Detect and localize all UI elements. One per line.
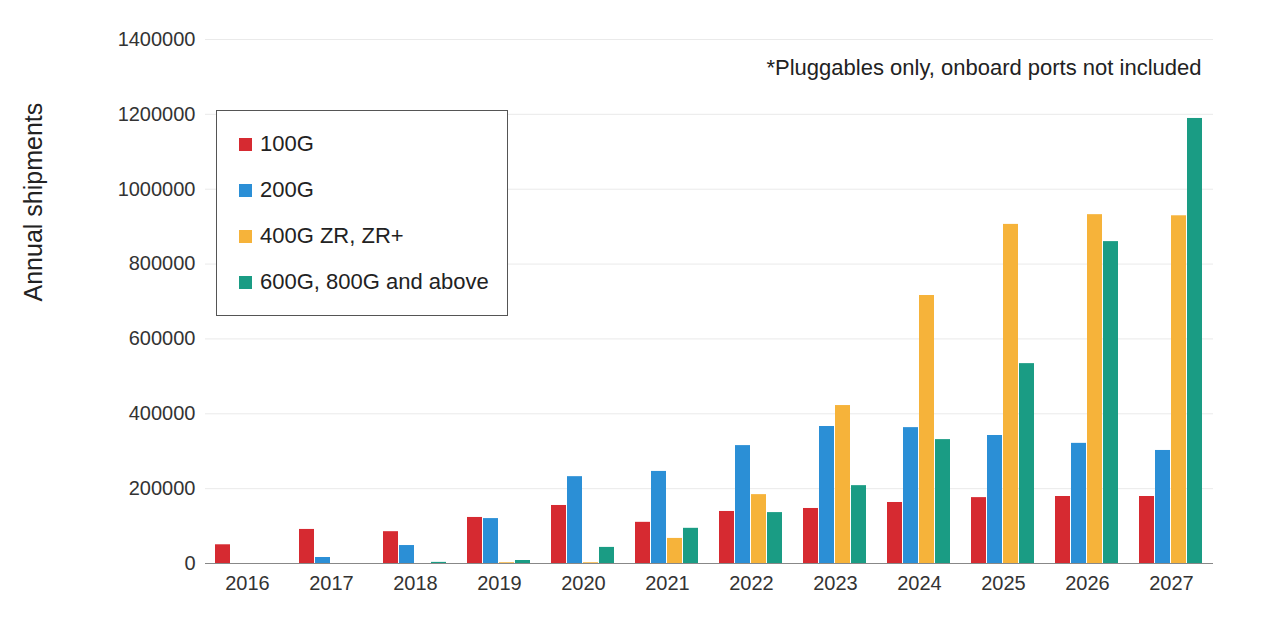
svg-text:*Pluggables only, onboard port: *Pluggables only, onboard ports not incl… [766, 55, 1201, 80]
svg-text:1000000: 1000000 [118, 178, 196, 200]
html-text:200G: 200G [260, 177, 314, 202]
svg-text:2016: 2016 [225, 572, 270, 594]
svg-text:2025: 2025 [981, 572, 1026, 594]
svg-text:2027: 2027 [1149, 572, 1194, 594]
svg-text:600000: 600000 [129, 327, 196, 349]
svg-text:400000: 400000 [129, 402, 196, 424]
svg-text:2022: 2022 [729, 572, 774, 594]
svg-text:2026: 2026 [1065, 572, 1110, 594]
svg-text:2017: 2017 [309, 572, 354, 594]
svg-text:800000: 800000 [129, 252, 196, 274]
html-text:600G, 800G and above: 600G, 800G and above [260, 269, 489, 294]
svg-text:200000: 200000 [129, 477, 196, 499]
html-text:100G: 100G [260, 131, 314, 156]
svg-text:2024: 2024 [897, 572, 942, 594]
svg-text:0: 0 [184, 552, 195, 574]
html-text:400G ZR, ZR+: 400G ZR, ZR+ [260, 223, 404, 248]
svg-text:2021: 2021 [645, 572, 690, 594]
svg-text:1400000: 1400000 [118, 28, 196, 50]
svg-text:2018: 2018 [393, 572, 438, 594]
svg-text:2023: 2023 [813, 572, 858, 594]
svg-text:Annual shipments: Annual shipments [19, 103, 47, 302]
svg-text:2020: 2020 [561, 572, 606, 594]
svg-text:2019: 2019 [477, 572, 522, 594]
svg-text:1200000: 1200000 [118, 103, 196, 125]
